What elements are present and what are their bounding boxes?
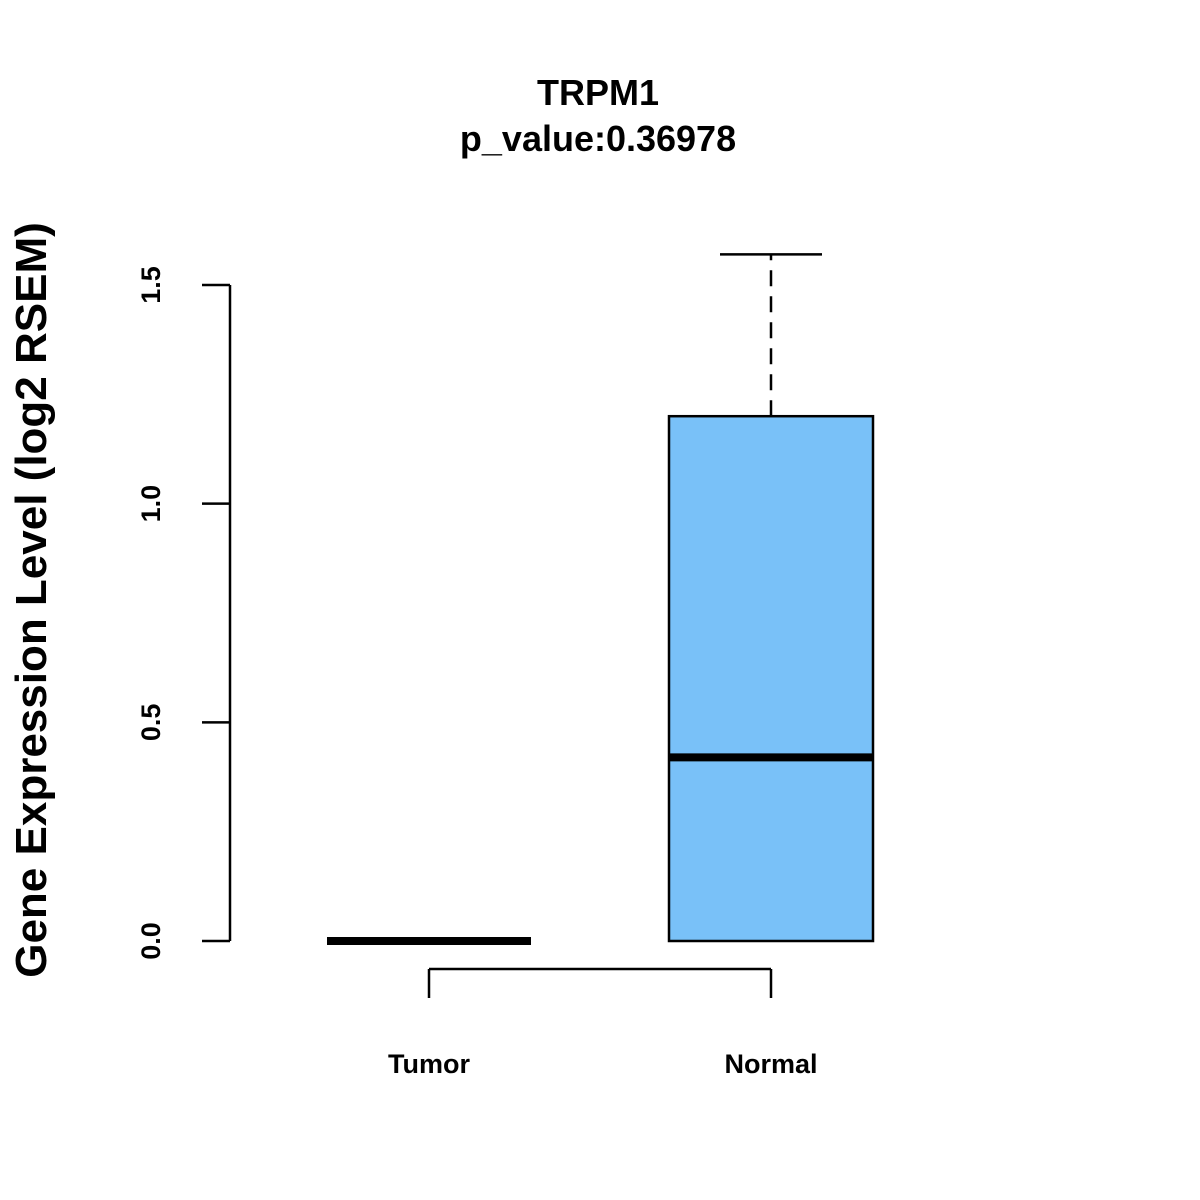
- y-axis-label: Gene Expression Level (log2 RSEM): [7, 222, 56, 978]
- chart-subtitle: p_value:0.36978: [460, 118, 736, 159]
- x-tick-label-normal: Normal: [724, 1049, 817, 1079]
- y-tick-label: 0.5: [136, 704, 166, 742]
- box-body: [667, 414, 875, 943]
- y-tick-label: 1.0: [136, 485, 166, 523]
- y-tick-label: 0.0: [136, 922, 166, 960]
- x-axis: Tumor Normal: [388, 967, 818, 1079]
- chart-title: TRPM1: [537, 72, 659, 113]
- x-tick-label-tumor: Tumor: [388, 1049, 470, 1079]
- boxes: [327, 253, 875, 945]
- y-axis: 0.0 0.5 1.0 1.5: [136, 266, 232, 960]
- box-normal: [667, 253, 875, 943]
- y-tick-label: 1.5: [136, 266, 166, 304]
